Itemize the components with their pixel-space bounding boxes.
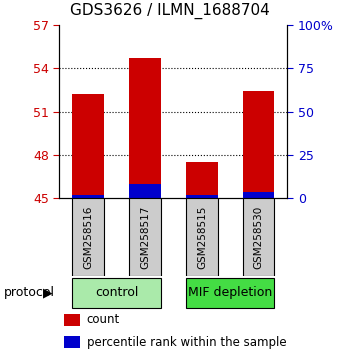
Text: count: count <box>87 313 120 326</box>
Text: GSM258515: GSM258515 <box>197 205 207 269</box>
Bar <box>72 94 104 198</box>
Text: GSM258516: GSM258516 <box>83 205 93 269</box>
Bar <box>64 336 80 348</box>
Bar <box>129 58 160 198</box>
Bar <box>72 198 104 276</box>
Bar <box>186 278 274 308</box>
Text: ▶: ▶ <box>43 286 53 299</box>
Bar <box>129 198 160 276</box>
Text: GDS3626 / ILMN_1688704: GDS3626 / ILMN_1688704 <box>70 3 270 19</box>
Text: control: control <box>95 286 138 299</box>
Bar <box>72 278 160 308</box>
Text: GSM258517: GSM258517 <box>140 205 150 269</box>
Bar <box>243 193 274 198</box>
Bar <box>243 198 274 276</box>
Bar <box>186 198 218 276</box>
Bar <box>243 91 274 198</box>
Bar <box>72 195 104 198</box>
Bar <box>64 314 80 326</box>
Bar <box>129 184 160 198</box>
Bar <box>186 162 218 198</box>
Text: percentile rank within the sample: percentile rank within the sample <box>87 336 287 349</box>
Bar <box>186 195 218 198</box>
Text: GSM258530: GSM258530 <box>254 206 264 269</box>
Text: MIF depletion: MIF depletion <box>188 286 272 299</box>
Text: protocol: protocol <box>3 286 54 299</box>
